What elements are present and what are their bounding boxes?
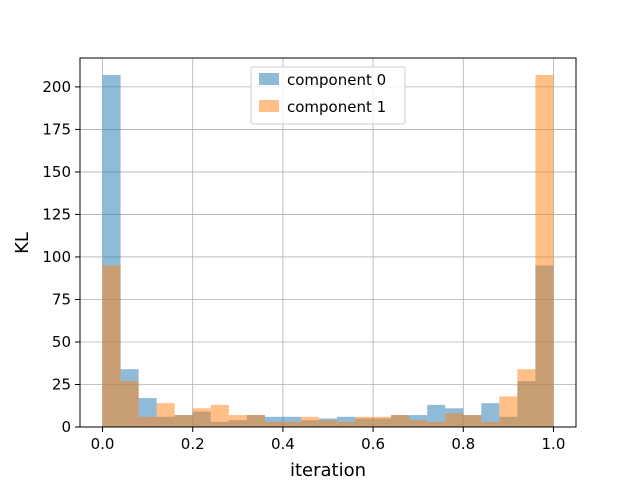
x-axis-label: iteration — [290, 460, 366, 480]
x-tick-label: 0.6 — [361, 435, 385, 453]
bar-component-1-bin-21 — [481, 421, 500, 427]
x-tick-label: 0.4 — [271, 435, 295, 453]
bar-component-1-bin-7 — [228, 415, 247, 427]
plot-frame — [79, 57, 577, 428]
bar-component-1-bin-5 — [192, 408, 211, 427]
legend-swatch-component-0 — [259, 73, 279, 85]
legend-label-component-0: component 0 — [287, 71, 386, 89]
bar-component-1-bin-9 — [264, 421, 283, 427]
x-tick-label: 0.2 — [181, 435, 205, 453]
y-tick-label: 200 — [42, 78, 71, 96]
bar-component-1-bin-10 — [282, 421, 301, 427]
x-tick-label: 1.0 — [542, 435, 566, 453]
legend-box — [250, 66, 406, 125]
y-tick-label: 150 — [42, 163, 71, 181]
x-tick-label: 0.8 — [451, 435, 475, 453]
y-tick-label: 175 — [42, 120, 71, 138]
bar-component-1-bin-15 — [373, 416, 392, 427]
bar-component-1-bin-11 — [300, 416, 319, 427]
y-tick-label: 125 — [42, 205, 71, 223]
bar-component-1-bin-22 — [499, 396, 518, 427]
bar-component-1-bin-8 — [246, 415, 265, 427]
y-tick-label: 75 — [52, 290, 71, 308]
y-tick-label: 0 — [61, 418, 71, 436]
legend-label-component-1: component 1 — [287, 98, 386, 116]
bar-component-1-bin-0 — [102, 265, 121, 427]
bar-component-1-bin-19 — [445, 413, 464, 427]
legend-swatch-component-1 — [259, 100, 279, 112]
bar-component-1-bin-14 — [355, 416, 374, 427]
bar-component-1-bin-12 — [318, 420, 338, 427]
bar-component-1-bin-2 — [138, 416, 157, 427]
x-axis-ticks: 0.0 0.2 0.4 0.6 0.8 1.0 — [91, 427, 566, 453]
y-tick-label: 25 — [52, 375, 71, 393]
x-tick-label: 0.0 — [91, 435, 115, 453]
bar-component-1-bin-20 — [463, 415, 482, 427]
y-tick-label: 50 — [52, 333, 71, 351]
series-component-1-bars — [102, 75, 554, 427]
y-axis-ticks: 0 25 50 75 100 125 150 175 200 — [42, 78, 80, 436]
y-tick-label: 100 — [42, 248, 71, 266]
bar-component-1-bin-24 — [535, 75, 554, 427]
bar-component-1-bin-3 — [156, 403, 175, 427]
legend: component 0 component 1 — [250, 66, 406, 125]
y-axis-label: KL — [12, 232, 33, 254]
bar-component-1-bin-13 — [337, 421, 356, 427]
bar-component-1-bin-23 — [517, 369, 536, 427]
bar-component-1-bin-6 — [210, 404, 229, 427]
bar-component-0-bin-21 — [481, 403, 500, 427]
bar-component-1-bin-18 — [427, 421, 446, 427]
bar-component-0-bin-18 — [427, 404, 446, 427]
bar-component-1-bin-1 — [120, 381, 139, 427]
bar-component-1-bin-16 — [391, 415, 410, 427]
bar-component-1-bin-4 — [174, 415, 193, 427]
bar-component-1-bin-17 — [409, 420, 428, 427]
